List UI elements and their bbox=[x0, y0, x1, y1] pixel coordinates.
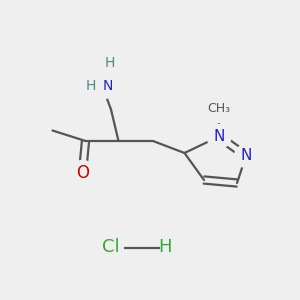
Text: H: H bbox=[104, 56, 115, 70]
Text: O: O bbox=[76, 164, 89, 181]
Text: H: H bbox=[158, 238, 172, 256]
Text: N: N bbox=[240, 148, 252, 164]
Text: Cl: Cl bbox=[102, 238, 120, 256]
Text: CH₃: CH₃ bbox=[207, 101, 231, 115]
Circle shape bbox=[235, 145, 257, 167]
Circle shape bbox=[88, 72, 116, 99]
Circle shape bbox=[70, 160, 94, 184]
Text: H: H bbox=[85, 79, 96, 92]
Circle shape bbox=[205, 94, 233, 122]
Circle shape bbox=[100, 54, 118, 72]
Circle shape bbox=[207, 124, 231, 148]
Text: N: N bbox=[102, 79, 112, 92]
Text: N: N bbox=[213, 129, 225, 144]
